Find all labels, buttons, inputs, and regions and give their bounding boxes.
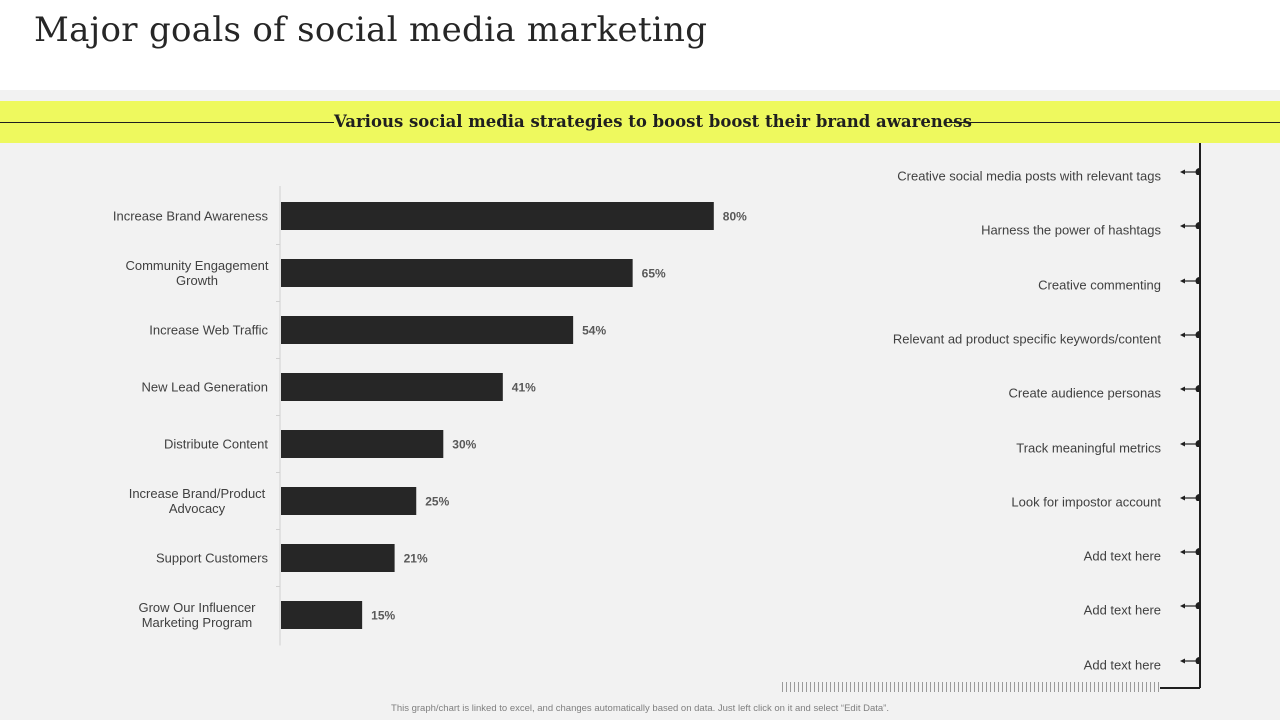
strategy-item: Look for impostor account xyxy=(1011,494,1161,510)
bar-value-label: 25% xyxy=(425,495,449,509)
bar xyxy=(281,316,574,344)
bar-value-label: 65% xyxy=(642,267,666,281)
bar-value-label: 21% xyxy=(404,552,428,566)
strategy-item: Creative commenting xyxy=(1038,277,1161,293)
bar-value-label: 15% xyxy=(371,609,395,623)
category-label: Increase Web Traffic xyxy=(149,323,268,338)
bar xyxy=(281,373,503,401)
bar-value-label: 80% xyxy=(723,210,747,224)
banner-rule-right xyxy=(946,122,1280,123)
bar xyxy=(281,202,714,230)
goals-bar-chart: 80% Increase Brand Awareness 65% Community … xyxy=(113,186,747,646)
strategy-item: Add text here xyxy=(1083,602,1161,618)
strategy-item: Track meaningful metrics xyxy=(1016,440,1161,455)
bar-value-label: 30% xyxy=(452,438,476,452)
arrow-dot-icon xyxy=(1180,385,1200,393)
category-label: Increase Brand Awareness xyxy=(113,209,269,224)
arrow-dot-icon xyxy=(1180,602,1200,610)
arrow-dot-icon xyxy=(1180,168,1200,175)
title-bar: Major goals of social media marketing xyxy=(0,0,1280,90)
arrow-dot-icon xyxy=(1180,222,1200,230)
bar xyxy=(281,601,363,629)
arrow-dot-icon xyxy=(1180,439,1200,447)
arrow-dot-icon xyxy=(1180,493,1200,501)
arrow-dot-icon xyxy=(1180,548,1200,556)
bar-value-label: 41% xyxy=(512,381,536,395)
strategy-item: Add text here xyxy=(1083,657,1161,673)
category-label: Distribute Content xyxy=(164,437,268,452)
footer-note: This graph/chart is linked to excel, and… xyxy=(391,703,889,714)
strategy-item: Creative social media posts with relevan… xyxy=(897,168,1161,184)
banner-rule-left xyxy=(0,122,334,123)
strategy-timeline-line xyxy=(1199,143,1201,688)
arrow-dot-icon xyxy=(1180,276,1200,284)
category-label: Increase Brand/Product Advocacy xyxy=(129,486,266,516)
category-label: New Lead Generation xyxy=(142,380,268,395)
strategy-item: Relevant ad product specific keywords/co… xyxy=(892,331,1161,347)
category-label: Community Engagement Growth xyxy=(125,258,268,288)
arrow-dot-icon xyxy=(1180,656,1200,664)
strategy-timeline-base xyxy=(1160,687,1200,689)
page-title: Major goals of social media marketing xyxy=(34,10,708,50)
banner-heading: Various social media strategies to boost… xyxy=(334,112,972,131)
bar-value-label: 54% xyxy=(582,324,606,338)
strategy-item: Harness the power of hashtags xyxy=(981,222,1161,238)
bar xyxy=(281,259,633,287)
bar xyxy=(281,430,444,458)
category-label: Grow Our Influencer Marketing Program xyxy=(138,600,256,630)
bar xyxy=(281,487,417,515)
category-label: Support Customers xyxy=(156,551,268,566)
arrow-dot-icon xyxy=(1180,330,1200,338)
strategy-item: Add text here xyxy=(1083,548,1161,564)
section-banner: Various social media strategies to boost… xyxy=(0,101,1280,143)
decorative-tick-strip xyxy=(782,682,1160,692)
bar xyxy=(281,544,395,572)
strategy-item: Create audience personas xyxy=(1008,385,1162,401)
